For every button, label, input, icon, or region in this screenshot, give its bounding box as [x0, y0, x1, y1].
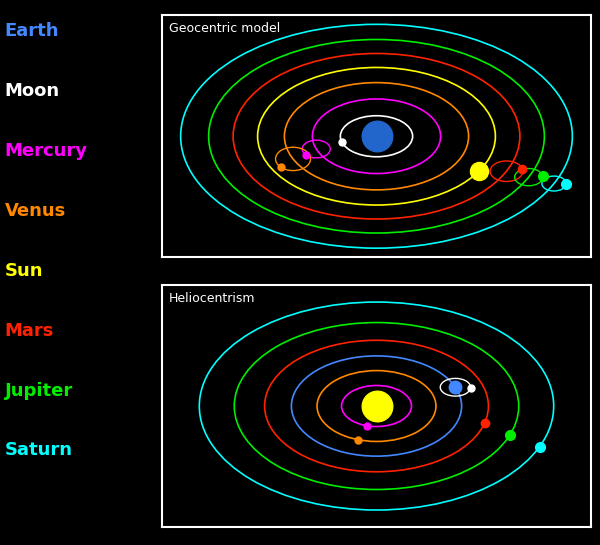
Text: Earth: Earth — [5, 22, 59, 40]
Text: Geocentric model: Geocentric model — [169, 22, 280, 35]
Text: Venus: Venus — [5, 202, 66, 220]
Text: Mercury: Mercury — [5, 142, 88, 160]
Text: Moon: Moon — [5, 82, 60, 100]
Text: Mars: Mars — [5, 322, 54, 340]
Text: Jupiter: Jupiter — [5, 382, 73, 399]
Text: Sun: Sun — [5, 262, 43, 280]
Text: Heliocentrism: Heliocentrism — [169, 292, 256, 305]
Text: Saturn: Saturn — [5, 441, 73, 459]
